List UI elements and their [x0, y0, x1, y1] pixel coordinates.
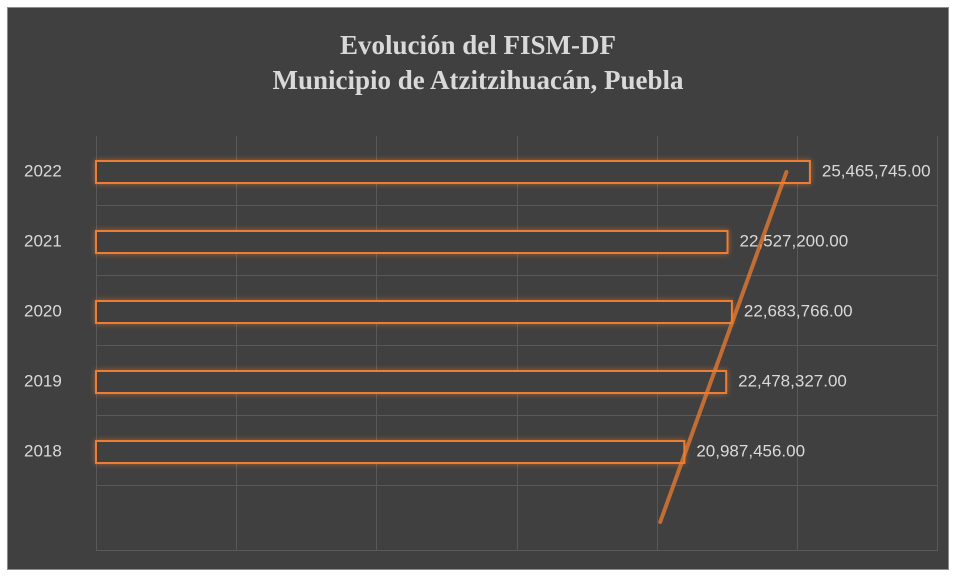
y-tick-label: 2020	[24, 301, 62, 320]
bar	[95, 370, 728, 394]
bar	[95, 160, 811, 184]
value-label: 22,478,327.00	[738, 371, 847, 390]
chart-title: Evolución del FISM-DF	[340, 30, 616, 60]
y-tick-label: 2022	[24, 161, 62, 180]
trendline	[658, 170, 789, 524]
value-label: 22,683,766.00	[744, 301, 853, 320]
value-label: 22,527,200.00	[740, 231, 849, 250]
value-label: 20,987,456.00	[696, 441, 805, 460]
y-tick-label: 2018	[24, 441, 62, 460]
value-label: 25,465,745.00	[822, 161, 931, 180]
bar	[95, 440, 686, 464]
y-tick-label: 2019	[24, 371, 62, 390]
bar	[95, 230, 729, 254]
bar	[95, 300, 733, 324]
y-tick-label: 2021	[24, 231, 62, 250]
chart-background	[7, 7, 949, 570]
chart-subtitle: Municipio de Atzitzihuacán, Puebla	[272, 65, 684, 95]
